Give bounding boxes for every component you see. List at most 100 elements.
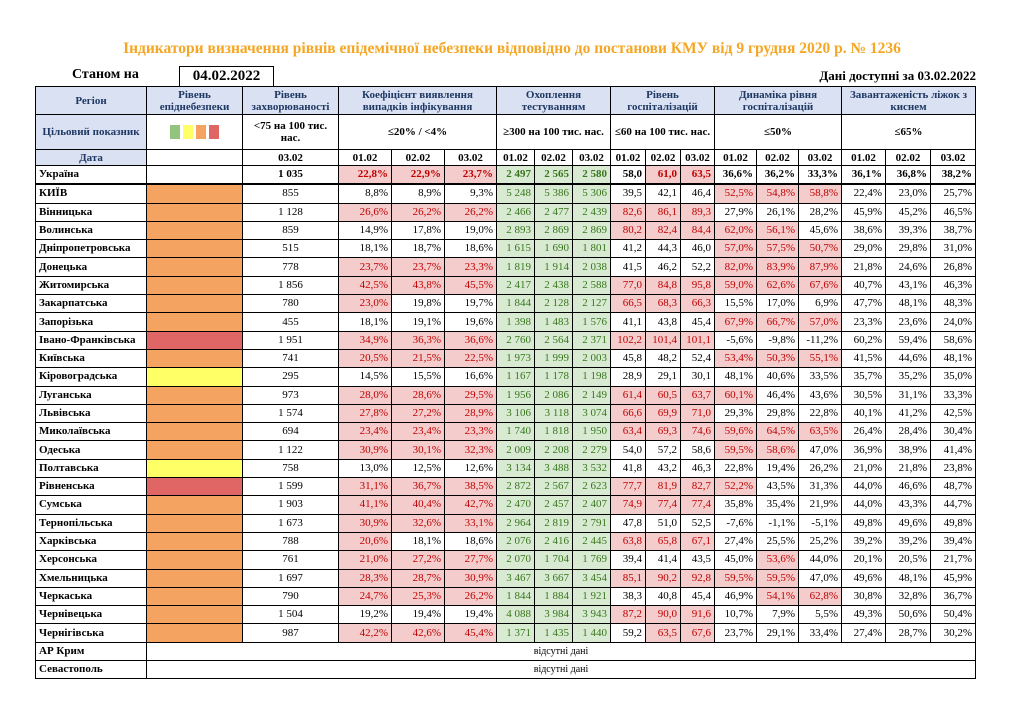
oxygen-value: 46,3% (929, 275, 977, 296)
hospital-value: 91,6 (680, 605, 715, 625)
oxygen-value: 30,4% (929, 422, 977, 442)
hosp-dynamics-value: 22,8% (714, 458, 757, 479)
danger-level-cell (146, 440, 243, 460)
testing-value: 3 488 (534, 458, 573, 479)
hosp-dynamics-value: 43,6% (798, 385, 842, 405)
hosp-dynamics-value: 62,8% (798, 586, 842, 607)
hospital-value: 51,0 (645, 513, 681, 533)
table-row: Черкаська 790 24,7% 25,3% 26,2% 1 844 1 884 1 9… (35, 586, 977, 607)
incidence-value: 1 951 (242, 330, 339, 350)
table-row: Кіровоградська 295 14,5% 15,5% 16,6% 1 167 1 1… (35, 367, 977, 387)
detection-value: 22,5% (444, 348, 497, 369)
hosp-dynamics-value: 46,4% (756, 385, 799, 405)
indicators-table: Регіон Рівень епіднебезпеки Рівень захво… (35, 86, 977, 680)
hosp-dynamics-value: 58,6% (756, 440, 799, 460)
testing-value: 2 086 (534, 385, 573, 405)
testing-value: 3 134 (496, 458, 535, 479)
detection-value: 19,4% (444, 605, 497, 625)
testing-value: 4 088 (496, 605, 535, 625)
detection-value: 23,4% (391, 422, 445, 442)
testing-value: 1 398 (496, 312, 535, 332)
incidence-value: 788 (242, 531, 339, 552)
region-name: Харківська (35, 531, 147, 552)
oxygen-value: 38,6% (841, 220, 886, 241)
danger-level-cell (146, 477, 243, 497)
date-col: 03.02 (680, 149, 715, 166)
hosp-dynamics-value: 57,0% (798, 312, 842, 332)
header-testing: Охоплення тестуванням (496, 86, 611, 115)
hosp-dynamics-value: 6,9% (798, 294, 842, 314)
testing-value: 2 009 (496, 440, 535, 460)
testing-value: 2 819 (534, 513, 573, 533)
hospital-value: 66,5 (610, 294, 646, 314)
hosp-dynamics-value: 31,3% (798, 477, 842, 497)
detection-value: 23,0% (338, 294, 392, 314)
testing-value: 2 466 (496, 202, 535, 222)
testing-value: 2 128 (534, 294, 573, 314)
hospital-value: 43,2 (645, 458, 681, 479)
hospital-value: 57,2 (645, 440, 681, 460)
table-row: Київська 741 20,5% 21,5% 22,5% 1 973 1 999 2 00… (35, 348, 977, 369)
oxygen-value: 23,3% (841, 312, 886, 332)
hosp-dynamics-value: 59,5% (756, 568, 799, 588)
hospital-value: 59,2 (610, 623, 646, 643)
hosp-dynamics-value: 57,5% (756, 239, 799, 259)
hosp-dynamics-value: 29,8% (756, 403, 799, 424)
testing-value: 1 884 (534, 586, 573, 607)
hospital-value: 63,4 (610, 422, 646, 442)
hospital-value: 41,8 (610, 458, 646, 479)
region-name: Миколаївська (35, 422, 147, 442)
detection-value: 28,3% (338, 568, 392, 588)
testing-value: 1 950 (572, 422, 611, 442)
oxygen-value: 50,4% (929, 605, 977, 625)
hosp-dynamics-value: 83,9% (756, 257, 799, 277)
testing-value: 2 580 (572, 165, 611, 186)
oxygen-value: 49,3% (841, 605, 886, 625)
hosp-dynamics-value: 48,1% (714, 367, 757, 387)
oxygen-value: 31,1% (885, 385, 931, 405)
target-detection: ≤20% / <4% (338, 114, 497, 150)
danger-level-cell (146, 367, 243, 387)
detection-value: 21,0% (338, 550, 392, 570)
hosp-dynamics-value: -7,6% (714, 513, 757, 533)
detection-value: 12,5% (391, 458, 445, 479)
hospital-value: 46,4 (680, 183, 715, 204)
hospital-value: 46,3 (680, 458, 715, 479)
table-row: Миколаївська 694 23,4% 23,4% 23,3% 1 740 1 818… (35, 422, 977, 442)
oxygen-value: 43,1% (885, 275, 931, 296)
hosp-dynamics-value: -5,6% (714, 330, 757, 350)
testing-value: 2 564 (534, 330, 573, 350)
testing-value: 3 106 (496, 403, 535, 424)
date-col: 03.02 (798, 149, 842, 166)
testing-value: 3 074 (572, 403, 611, 424)
table-row: КИЇВ 855 8,8% 8,9% 9,3% 5 248 5 386 5 306 39,5 42… (35, 183, 977, 204)
hosp-dynamics-value: -5,1% (798, 513, 842, 533)
incidence-value: 973 (242, 385, 339, 405)
hosp-dynamics-value: 26,2% (798, 458, 842, 479)
table-row: Закарпатська 780 23,0% 19,8% 19,7% 1 844 2 128… (35, 294, 977, 314)
detection-value: 36,7% (391, 477, 445, 497)
incidence-value: 1 673 (242, 513, 339, 533)
oxygen-value: 50,6% (885, 605, 931, 625)
oxygen-value: 39,2% (885, 531, 931, 552)
danger-level-cell (146, 495, 243, 515)
hosp-dynamics-value: 59,6% (714, 422, 757, 442)
oxygen-value: 44,0% (841, 477, 886, 497)
detection-value: 30,9% (338, 440, 392, 460)
hosp-dynamics-value: -9,8% (756, 330, 799, 350)
testing-value: 2 791 (572, 513, 611, 533)
detection-value: 20,5% (338, 348, 392, 369)
testing-value: 3 454 (572, 568, 611, 588)
testing-value: 2 869 (572, 220, 611, 241)
hosp-dynamics-value: 33,3% (798, 165, 842, 186)
hospital-value: 87,2 (610, 605, 646, 625)
testing-value: 2 588 (572, 275, 611, 296)
testing-value: 2 964 (496, 513, 535, 533)
date-col: 02.02 (885, 149, 931, 166)
oxygen-value: 48,1% (885, 294, 931, 314)
detection-value: 20,6% (338, 531, 392, 552)
testing-value: 2 127 (572, 294, 611, 314)
testing-value: 2 076 (496, 531, 535, 552)
testing-value: 3 532 (572, 458, 611, 479)
oxygen-value: 43,3% (885, 495, 931, 515)
